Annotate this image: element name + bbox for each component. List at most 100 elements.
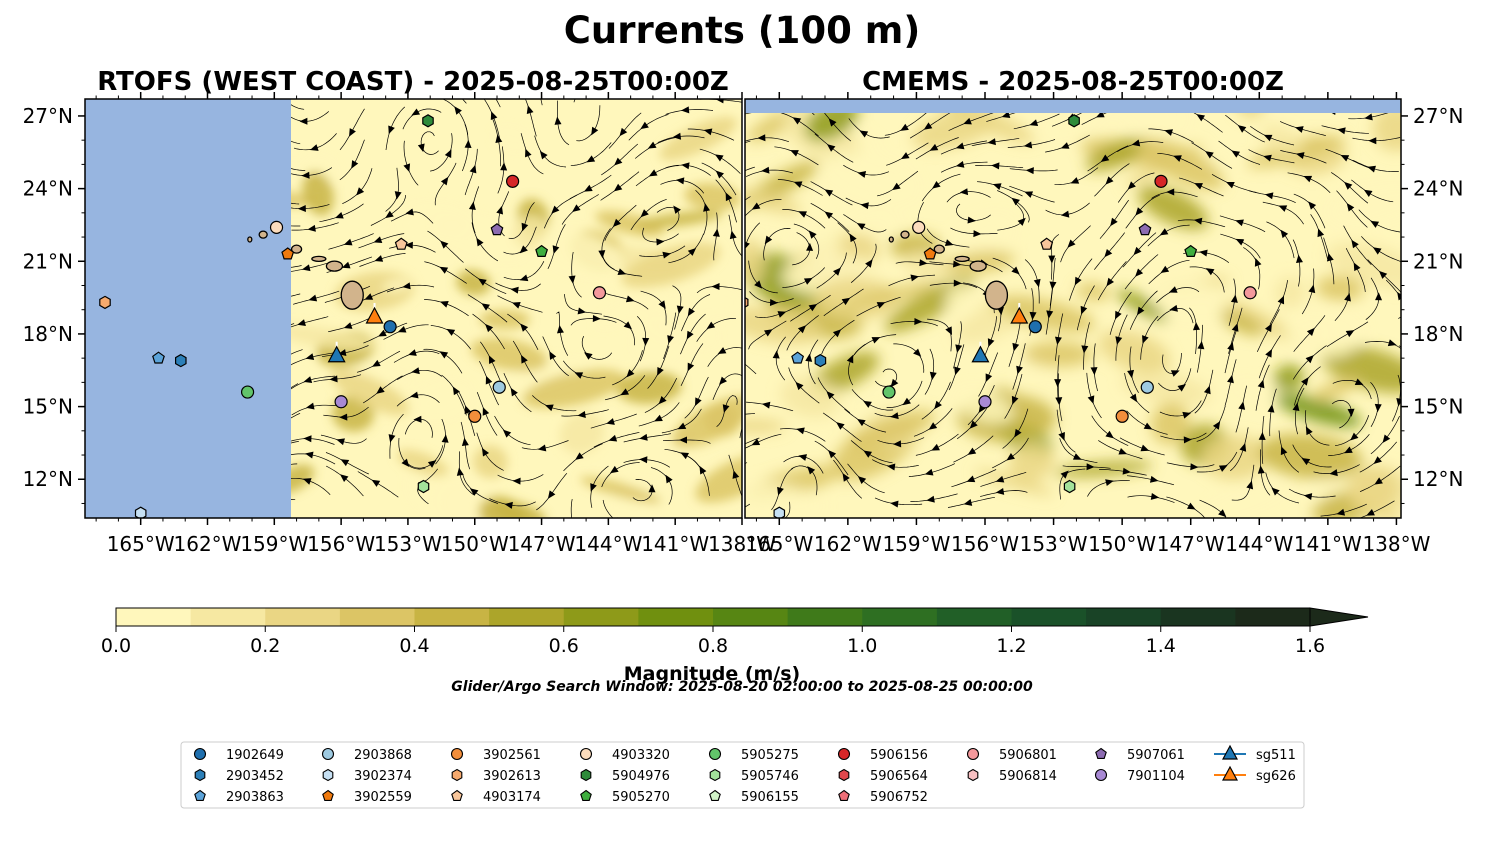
streamline <box>895 261 944 266</box>
streamline-arrow <box>893 440 902 448</box>
legend-label: 5905275 <box>741 748 799 763</box>
streamline-arrow <box>1086 463 1095 471</box>
streamline <box>291 404 338 416</box>
streamline <box>1196 451 1238 473</box>
streamline-arrow <box>586 155 596 163</box>
streamline <box>507 313 539 351</box>
streamline-arrow <box>676 305 684 315</box>
streamline <box>464 148 478 196</box>
streamline <box>357 471 399 498</box>
streamline-arrow <box>1326 252 1334 262</box>
streamline-arrow <box>757 134 766 142</box>
streamline-arrow <box>832 329 842 338</box>
streamline-arrow <box>441 434 449 443</box>
streamline <box>1008 320 1021 367</box>
streamline-arrow <box>339 413 348 421</box>
x-tick-label: 159°W <box>240 532 308 556</box>
magnitude-cell <box>904 251 957 282</box>
magnitude-cell <box>1372 104 1401 152</box>
streamline <box>404 418 433 438</box>
streamline-arrow <box>577 307 587 315</box>
streamline-arrow <box>832 267 841 276</box>
streamline-arrow <box>1122 467 1131 475</box>
streamline-arrow <box>722 404 730 413</box>
streamline-arrow <box>341 261 351 269</box>
streamline-arrow <box>335 211 344 219</box>
float-marker-5905746 <box>1063 479 1076 494</box>
streamline-arrow <box>1337 127 1346 135</box>
streamline <box>814 133 854 163</box>
streamline <box>886 142 929 166</box>
streamline <box>1224 326 1238 374</box>
streamline <box>748 320 787 350</box>
float-marker-5904976 <box>1068 114 1080 128</box>
streamline-arrow <box>1263 154 1272 162</box>
streamline-arrow <box>1186 502 1196 510</box>
streamline <box>1166 496 1206 518</box>
streamline-arrow <box>695 397 702 407</box>
magnitude-cell <box>479 309 530 330</box>
streamline-arrow <box>860 202 869 210</box>
streamline-arrow <box>552 245 560 254</box>
streamline-arrow <box>590 483 597 492</box>
legend-label: 3902561 <box>483 748 541 763</box>
streamline-arrow <box>863 450 872 458</box>
magnitude-cell <box>331 369 410 416</box>
streamline-arrow <box>711 283 720 291</box>
magnitude-cell <box>745 189 802 214</box>
streamline-arrow <box>1011 197 1020 206</box>
float-marker-1902649 <box>383 320 397 334</box>
float-marker-2903452 <box>814 353 827 368</box>
streamline-arrow <box>699 465 707 475</box>
streamline-arrow <box>1329 469 1338 477</box>
legend-label: 4903174 <box>483 790 541 805</box>
streamline <box>424 261 467 284</box>
streamline-arrow <box>1278 205 1288 212</box>
streamline-arrow <box>1205 268 1215 276</box>
streamline-arrow <box>364 293 374 300</box>
float-marker-5905270 <box>535 244 549 257</box>
streamline <box>628 114 669 141</box>
streamline <box>1059 438 1098 464</box>
streamline-arrow <box>955 160 965 168</box>
legend-label: 2903863 <box>226 790 284 805</box>
streamline <box>848 343 866 386</box>
float-markers-cmems <box>745 114 1257 518</box>
streamline <box>576 105 601 142</box>
streamline-arrow <box>967 447 977 455</box>
streamline-arrow <box>1303 175 1313 183</box>
streamline <box>1062 465 1111 469</box>
streamline-arrow <box>1104 248 1113 258</box>
streamline <box>1159 400 1202 417</box>
streamline-arrow <box>574 372 584 379</box>
streamline-arrow <box>1016 365 1023 375</box>
streamline-arrow <box>625 295 635 303</box>
legend-marker-5906155 <box>709 789 721 801</box>
magnitude-cell <box>1076 283 1111 301</box>
streamline-arrow <box>681 162 690 170</box>
streamline-arrow <box>485 323 494 333</box>
streamline <box>1228 278 1236 326</box>
x-tick-label: 147°W <box>508 532 576 556</box>
streamline <box>525 99 537 137</box>
streamline <box>851 389 894 411</box>
streamline-arrow <box>1239 443 1247 452</box>
streamline-arrow <box>1127 181 1136 190</box>
streamline <box>775 336 786 381</box>
streamline-arrow <box>469 164 477 174</box>
kauai-island-icon <box>900 230 910 239</box>
streamline-arrow <box>1346 202 1355 212</box>
streamline <box>564 294 603 315</box>
float-marker-5906801 <box>592 286 607 300</box>
streamline-arrow <box>654 414 663 422</box>
streamline-arrow <box>662 251 671 259</box>
magnitude-cell <box>1348 466 1401 514</box>
streamline-arrow <box>1193 217 1203 225</box>
streamline-arrow <box>1265 348 1273 358</box>
streamline <box>1166 462 1215 468</box>
streamline <box>1211 173 1257 193</box>
streamline-arrow <box>385 210 394 219</box>
streamline-arrow <box>959 188 969 196</box>
streamline-arrow <box>481 303 490 311</box>
x-tick-label: 162°W <box>814 532 882 556</box>
